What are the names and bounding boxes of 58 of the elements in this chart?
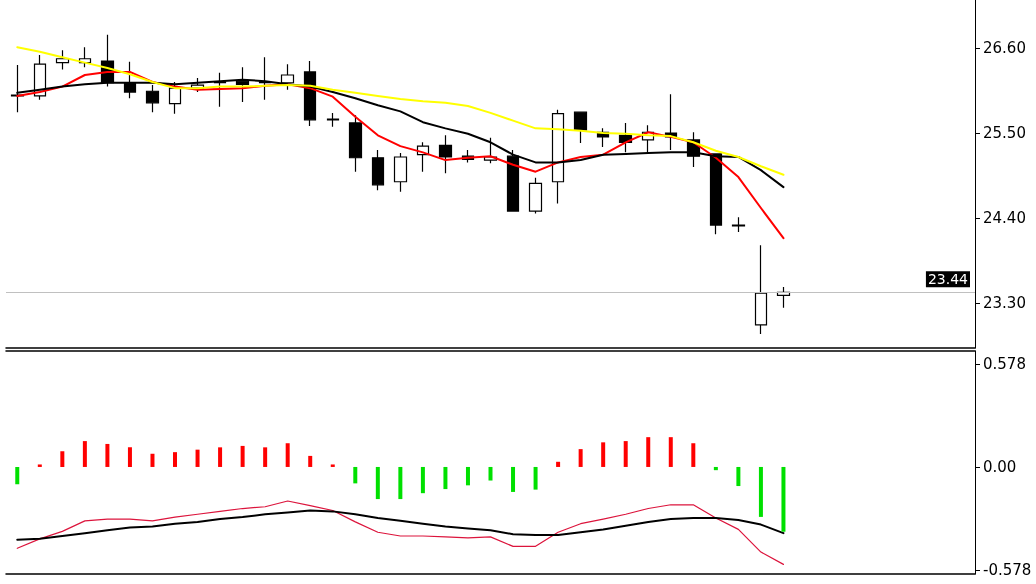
y-tick-label: -0.578 [983,561,1032,580]
bar [781,466,786,532]
line-series [16,46,785,176]
bar [105,443,110,467]
y-tick-label: 0.00 [983,457,1017,476]
bar [263,447,268,467]
bar [443,466,448,490]
bar [713,466,718,471]
bar [15,466,20,485]
bar [646,437,651,467]
bar [60,451,65,467]
line-series [16,70,785,240]
candlestick [326,112,340,128]
bar [173,452,178,467]
bar [240,445,245,467]
bar [353,466,358,484]
bar [195,449,200,467]
bar [533,466,538,490]
bar [82,441,87,467]
bar [736,466,741,487]
bar [488,466,493,481]
candlestick [371,149,385,191]
line-series [16,500,785,565]
y-tick-label: 26.60 [983,38,1026,57]
bar [601,442,606,467]
candlestick [731,216,746,233]
bar [285,443,290,467]
y-tick-label: 0.578 [983,354,1026,373]
y-tick-label: 25.50 [983,124,1026,143]
bar [375,466,380,500]
bar [218,447,223,467]
bar [37,464,42,467]
bar [668,437,673,467]
bar [420,466,425,494]
candlestick [528,177,543,215]
bar [691,443,696,467]
bar [127,447,132,467]
candlestick [438,134,453,174]
bar [150,453,155,467]
bar [330,464,335,467]
bar [308,455,313,467]
bar [623,441,628,467]
candlestick [168,81,182,115]
y-tick-label: 23.30 [983,294,1026,313]
candlestick [145,84,160,113]
bar [758,466,763,517]
candlestick [393,152,408,193]
ref-line-label: 23.44 [927,271,969,288]
bar [556,461,561,467]
candlestick [573,111,588,144]
line-series [16,509,785,541]
y-tick-label: 24.40 [983,209,1026,228]
bar [398,466,403,500]
candlestick [754,244,768,335]
bar [578,449,583,467]
bar [511,466,516,492]
candlestick [348,114,363,173]
bar [465,466,470,486]
